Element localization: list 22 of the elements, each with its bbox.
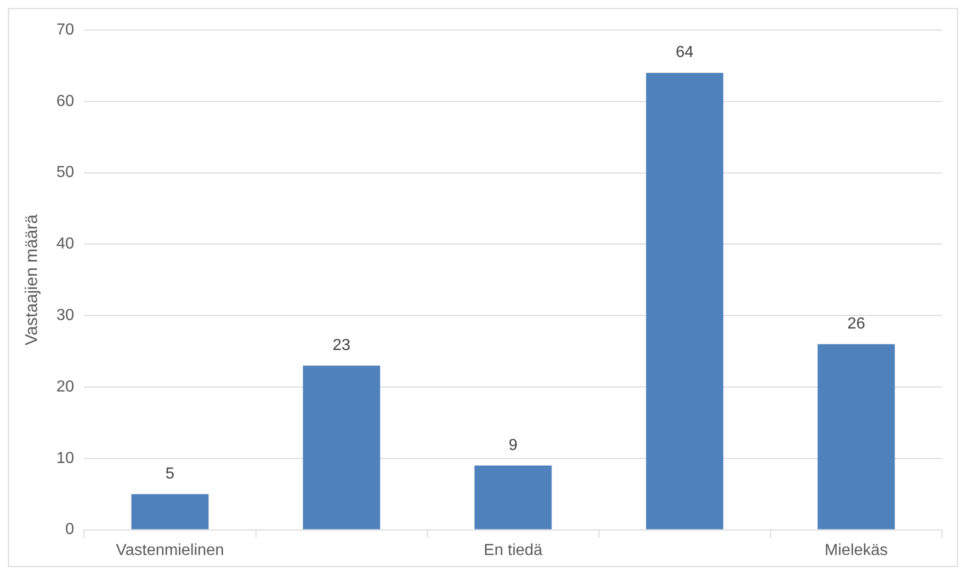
y-tick-label: 60	[56, 92, 74, 110]
y-tick-label: 50	[56, 164, 74, 182]
y-tick-label: 30	[56, 307, 74, 324]
y-tick-label: 10	[56, 450, 74, 467]
data-label: 64	[676, 44, 694, 62]
x-tick-label: Vastenmielinen	[116, 542, 224, 559]
bar	[131, 494, 209, 530]
y-axis-title: Vastaajien määrä	[22, 214, 41, 346]
x-tick-label: En tiedä	[484, 542, 543, 559]
data-label: 26	[847, 316, 866, 333]
bar	[302, 366, 380, 530]
bar	[646, 72, 724, 530]
y-tick-label: 0	[65, 521, 74, 538]
x-tick-label: Mielekäs	[824, 542, 888, 559]
y-tick-label: 20	[56, 378, 74, 396]
data-label: 9	[508, 436, 518, 454]
bar	[474, 466, 552, 530]
bar	[818, 344, 895, 530]
data-label: 23	[332, 336, 351, 354]
y-tick-label: 40	[56, 236, 74, 253]
y-tick-label: 70	[56, 21, 74, 38]
data-label: 5	[166, 466, 175, 483]
